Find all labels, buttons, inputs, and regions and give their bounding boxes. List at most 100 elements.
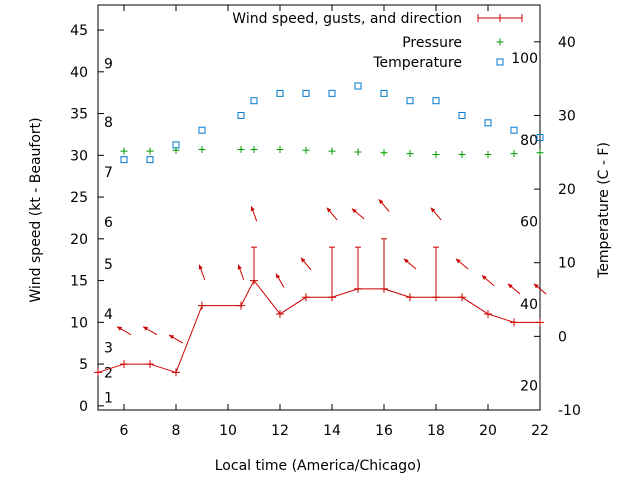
x-tick-label: 8 [172,423,181,439]
legend-wind-marker [496,14,504,22]
wind-speed-point [276,309,284,318]
y-tick-label: 5 [79,357,88,373]
fahrenheit-label: 100 [511,51,538,67]
y2-tick-label: 10 [558,256,576,272]
wind-speed-point [172,368,180,377]
pressure-point [380,149,388,157]
pressure-point [250,145,258,153]
legend-entry-label: Wind speed, gusts, and direction [232,11,462,27]
pressure-point [458,150,466,158]
wind-direction-arrow [430,207,442,221]
wind-direction-arrow [455,258,469,270]
marks-layer [94,82,547,377]
legend-entry-label: Temperature [372,55,462,71]
pressure-point [120,147,128,155]
wind-arrow-head [507,283,513,289]
x-axis-label: Local time (America/Chicago) [215,458,421,474]
plot-frame [97,4,541,411]
temperature-point [354,82,362,90]
wind-speed-point [94,368,102,377]
fahrenheit-label: 60 [520,214,538,230]
wind-arrow-head [117,326,123,331]
wind-direction-arrow [533,283,547,295]
pressure-point [302,146,310,154]
wind-direction-arrow [116,326,132,336]
wind-direction-arrow [250,206,258,222]
wind-arrow-head [481,275,487,280]
wind-arrow-head [250,206,255,212]
y-tick-label: 10 [70,315,88,331]
wind-direction-arrow [507,283,521,295]
wind-arrow-head [326,207,332,213]
pressure-point [237,145,245,153]
wind-arrow-head [351,208,357,214]
wind-direction-arrow [198,264,206,280]
temperature-point [432,97,440,105]
legend-temperature-marker [496,58,504,66]
pressure-point [198,145,206,153]
x-tick-label: 12 [271,423,289,439]
wind-speed-point [302,293,310,302]
wind-arrow-head [533,283,539,289]
y-tick-label: 40 [70,65,88,81]
wind-arrow-head [300,257,306,263]
legend: Wind speed, gusts, and direction Pressure… [232,11,523,71]
wind-direction-arrow [300,257,312,271]
temperature-point [237,111,245,119]
x-tick-label: 14 [323,423,341,439]
pressure-point [510,150,518,158]
temperature-point [146,156,154,164]
wind-speed-point [406,293,414,302]
pressure-point [484,150,492,158]
y-tick-label: 20 [70,232,88,248]
x-tick-label: 20 [479,423,497,439]
y2-tick-label: 30 [558,108,576,124]
wind-speed-point [458,293,466,302]
y2-axis-label: Temperature (C - F) [596,142,612,279]
wind-speed-point [146,360,154,369]
wind-direction-arrow [378,198,390,212]
pressure-point [146,147,154,155]
wind-arrow-head [169,335,175,340]
wind-direction-arrow [351,208,365,220]
temperature-point [198,126,206,134]
axes-layer: 6 8 10 12 14 16 18 20 22051015202530354045-10010… [70,4,581,439]
wind-direction-arrow [403,258,417,270]
temperature-point [276,89,284,97]
wind-arrow-head [276,273,281,279]
temperature-point [484,119,492,127]
wind-arrow-head [237,264,242,270]
wind-arrow-head [455,258,461,264]
beaufort-label: 8 [104,115,113,131]
temperature-point [120,156,128,164]
wind-direction-arrow [481,275,495,287]
temperature-point [328,89,336,97]
y2-tick-label: 40 [558,35,576,51]
temperature-point [380,89,388,97]
wind-direction-arrow [142,326,158,336]
wind-speed-point [536,318,544,327]
y2-tick-label: 0 [558,329,567,345]
beaufort-label: 1 [104,390,113,406]
wind-speed-point [484,309,492,318]
wind-arrow-head [430,207,436,213]
y-tick-label: 45 [70,23,88,39]
legend-entry-label: Pressure [402,35,462,51]
x-tick-label: 18 [427,423,445,439]
wind-arrow-head [143,326,149,331]
pressure-point [354,148,362,156]
wind-speed-point [120,360,128,369]
pressure-point [276,145,284,153]
wind-direction-arrow [168,334,184,344]
beaufort-label: 9 [104,56,113,72]
x-tick-label: 6 [120,423,129,439]
y-axis-label: Wind speed (kt - Beaufort) [28,117,44,302]
x-tick-label: 16 [375,423,393,439]
pressure-point [328,147,336,155]
beaufort-label: 4 [104,307,113,323]
y-tick-label: 25 [70,190,88,206]
pressure-point [536,149,544,157]
beaufort-label: 2 [104,365,113,381]
